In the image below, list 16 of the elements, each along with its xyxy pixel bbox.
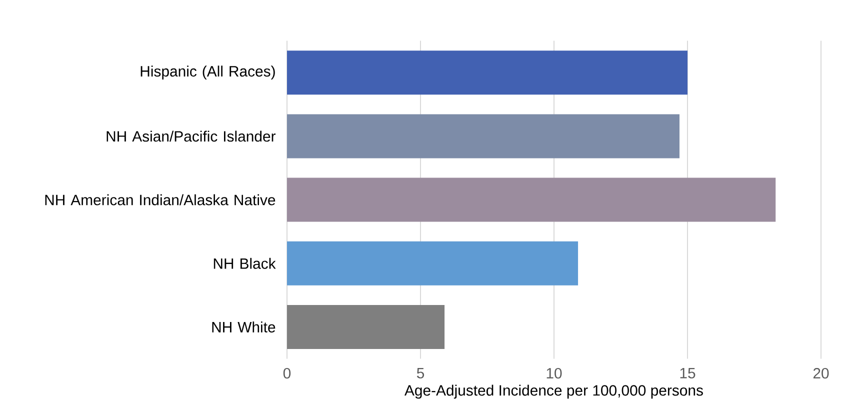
y-tick-label: Hispanic (All Races) [140,66,275,80]
y-tick-label: NH Black [214,258,276,269]
x-tick-label: 5 [416,368,424,378]
x-tick-label: 10 [546,368,562,379]
y-tick-label: NH Asian/Pacific Islander [106,130,276,142]
bar [287,241,578,286]
x-axis-title: Age-Adjusted Incidence per 100,000 persons [404,384,703,399]
bar [287,178,776,222]
bar [287,305,445,349]
y-tick-label: NH American Indian/Alaska Native [45,194,276,206]
y-tick-label: NH White [212,322,276,332]
x-tick-label: 0 [283,368,291,379]
bar [287,50,688,95]
x-tick-label: 20 [813,368,829,379]
x-tick-label: 15 [680,368,696,378]
bar [287,114,680,158]
